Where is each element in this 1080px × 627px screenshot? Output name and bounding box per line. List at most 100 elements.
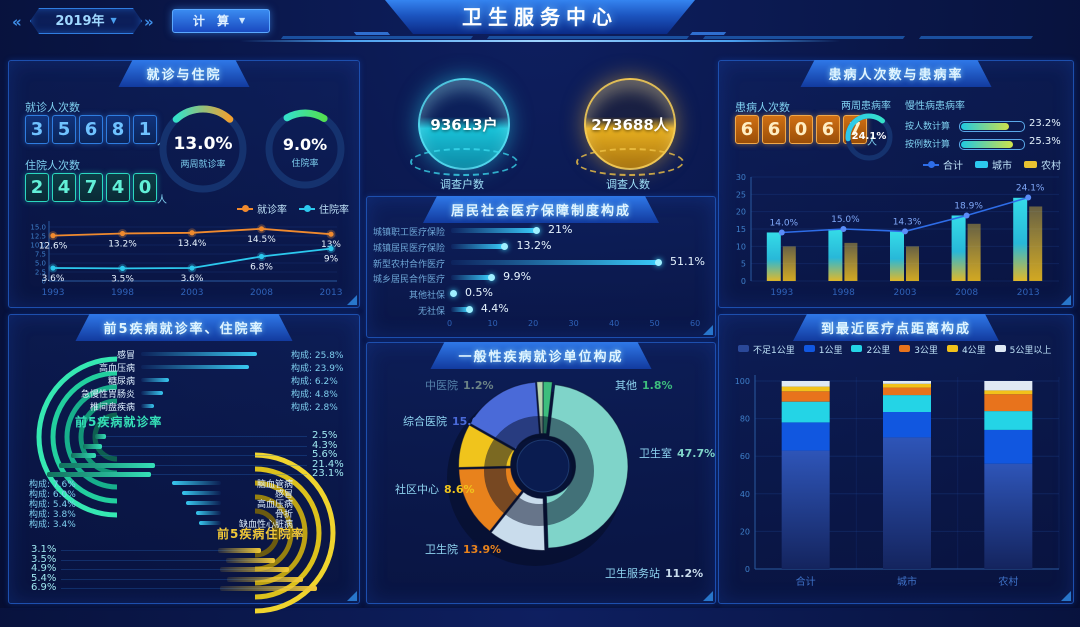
- svg-text:15: 15: [736, 225, 746, 234]
- rate-track: [95, 436, 307, 437]
- households-ring: [410, 148, 518, 176]
- disease-chart: 感冒 构成: 25.8% 高血压病 构成: 23.9% 糖尿病 构成: 6.2% 急慢性胃肠…: [9, 315, 359, 614]
- svg-text:15.0: 15.0: [30, 224, 46, 232]
- rate-bar: [71, 453, 97, 458]
- gauge-value: 9.0%: [282, 134, 328, 154]
- households-label: 调查户数: [440, 178, 484, 191]
- decor-dash: [918, 36, 1034, 39]
- composition-bar: [141, 378, 169, 382]
- distance-chart: 0 20 40 60 80 100 合计 城市 农村: [727, 359, 1067, 597]
- composition-bar: [198, 521, 221, 525]
- disease-name: 感冒: [274, 490, 293, 500]
- rate-track: [61, 588, 317, 589]
- chronic-row1-bar: [959, 121, 1025, 132]
- axis-tick: 20: [528, 319, 539, 328]
- rate-value: 6.9%: [31, 582, 57, 593]
- svg-text:2013: 2013: [1017, 288, 1040, 298]
- axis-tick: 60: [690, 319, 701, 328]
- calc-button[interactable]: 计 算: [172, 9, 270, 33]
- pie-svg: [367, 343, 715, 597]
- insurance-bar: [451, 275, 492, 281]
- insurance-bar-dot: [654, 258, 662, 266]
- insurance-bar: [451, 243, 505, 249]
- decor-dash: [486, 36, 690, 39]
- illness-count-label: 患病人次数: [735, 101, 790, 114]
- gauge-value: 13.0%: [173, 133, 233, 154]
- legend-swatch: [923, 161, 939, 168]
- rate-track: [83, 445, 307, 447]
- rate-track: [61, 569, 289, 570]
- households-value: 93613户: [430, 115, 498, 134]
- chronic-row2-value: 25.3%: [1029, 136, 1061, 147]
- composition-bar: [185, 501, 221, 505]
- svg-text:2.5: 2.5: [35, 269, 46, 277]
- decor-dash: [702, 36, 906, 39]
- rate-bar: [217, 548, 261, 553]
- insurance-category: 城镇居民医疗保险: [372, 243, 445, 254]
- svg-text:9%: 9%: [324, 255, 339, 265]
- svg-text:80: 80: [740, 415, 750, 424]
- pie-label: 综合医院 15.6%: [403, 415, 491, 428]
- panel-pie-title: 一般性疾病就诊单位构成: [430, 342, 651, 369]
- svg-text:30: 30: [736, 173, 746, 182]
- illness-count-unit: 人: [867, 137, 877, 148]
- pie-label: 中医院 1.2%: [425, 379, 494, 392]
- insurance-value: 0.5%: [465, 286, 493, 300]
- disease-name: 感冒: [116, 351, 135, 361]
- insurance-value: 21%: [548, 223, 573, 236]
- svg-text:60: 60: [740, 452, 750, 461]
- svg-text:2013: 2013: [320, 288, 343, 298]
- insurance-bar-dot: [488, 274, 496, 282]
- legend-swatch: [899, 345, 911, 352]
- disease-name: 糖尿病: [107, 377, 135, 387]
- gauge-label: 住院率: [291, 159, 319, 170]
- legend-swatch: [237, 205, 253, 212]
- rate-bar: [83, 443, 103, 449]
- svg-text:13%: 13%: [321, 240, 341, 250]
- svg-text:1998: 1998: [832, 288, 855, 298]
- rate-bar: [226, 557, 275, 563]
- composition-bar: [141, 404, 154, 408]
- disease-name: 缺血性心脏病: [238, 520, 293, 530]
- svg-text:1993: 1993: [770, 288, 793, 298]
- svg-text:0: 0: [42, 278, 46, 286]
- digit-box: 6: [735, 115, 759, 144]
- pie-label: 卫生室 47.7%: [639, 447, 716, 460]
- legend-item: 2公里: [851, 345, 890, 356]
- composition-value: 构成: 23.9%: [291, 364, 344, 374]
- composition-value: 构成: 3.4%: [29, 520, 76, 530]
- axis-tick: 10: [487, 319, 498, 328]
- decor-wing: [689, 4, 749, 35]
- svg-text:合计: 合计: [796, 575, 816, 588]
- rate-value: 23.1%: [312, 468, 344, 479]
- year-selector[interactable]: 2019年: [30, 8, 142, 34]
- axis-tick: 30: [568, 319, 579, 328]
- composition-value: 构成: 6.0%: [29, 490, 76, 500]
- legend-swatch: [946, 345, 958, 352]
- svg-text:14.3%: 14.3%: [893, 217, 922, 227]
- visits-trend-chart: 0 2.5 5.0 7.5 10.0 12.5 15.0 1993 1998 2003 2008 20…: [15, 213, 353, 303]
- svg-text:13.2%: 13.2%: [108, 239, 137, 249]
- insurance-chart: 城镇职工医疗保险 21% 城镇居民医疗保险 13.2% 新型农村合作医疗 51.1% 城乡居…: [367, 197, 715, 337]
- legend-item: 1公里: [803, 345, 842, 356]
- panel-insurance: 居民社会医疗保障制度构成 城镇职工医疗保险 21% 城镇居民医疗保险 13.2% 新型农…: [366, 196, 716, 338]
- gauge-value: 24.1%: [851, 130, 887, 142]
- svg-text:10.0: 10.0: [30, 242, 46, 250]
- digit-box: 0: [789, 115, 813, 144]
- digit-box: 8: [106, 115, 130, 144]
- svg-text:5: 5: [741, 260, 746, 269]
- year-selector-value: 2019年: [55, 14, 105, 29]
- rate-bar: [220, 567, 289, 572]
- svg-text:0: 0: [745, 565, 750, 574]
- svg-text:25: 25: [736, 190, 746, 199]
- illness-legend: 合计 城市 农村: [911, 157, 1061, 172]
- svg-text:5.0: 5.0: [35, 260, 46, 268]
- legend-swatch: [1024, 161, 1037, 168]
- legend-swatch: [975, 161, 988, 168]
- composition-value: 构成: 3.8%: [29, 510, 76, 520]
